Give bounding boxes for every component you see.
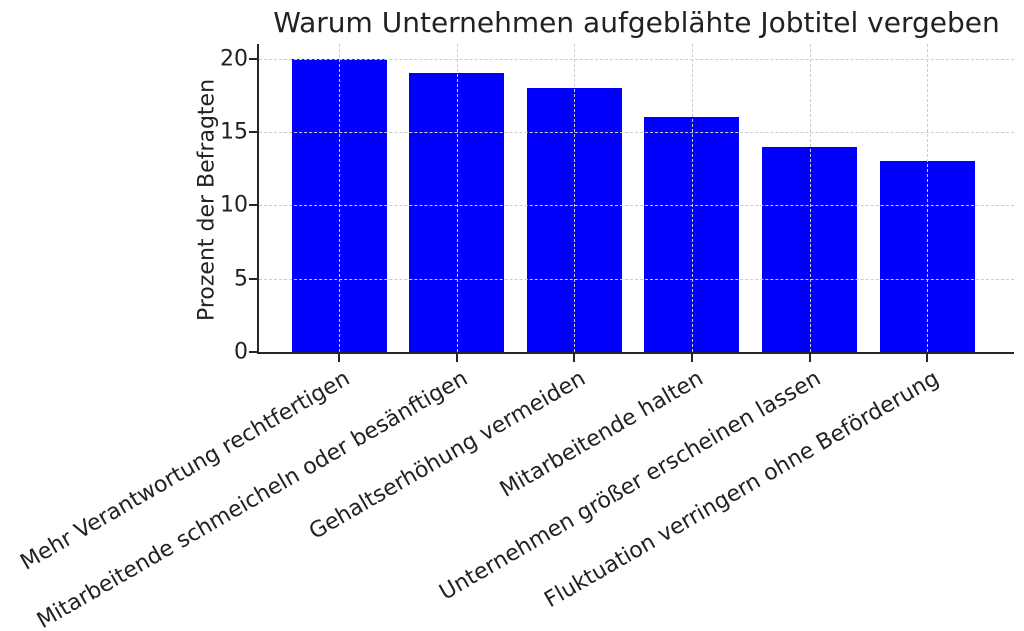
x-gridline: [809, 44, 811, 352]
y-gridline: [259, 58, 1014, 60]
y-tick-mark: [249, 57, 257, 60]
x-gridline: [456, 44, 458, 352]
y-gridline: [259, 132, 1014, 133]
y-tick-mark: [249, 204, 257, 207]
y-tick-label: 15: [220, 119, 248, 145]
chart-title: Warum Unternehmen aufgeblähte Jobtitel v…: [273, 6, 1000, 39]
y-tick-mark: [249, 131, 257, 133]
x-tick-mark: [926, 354, 929, 362]
x-gridline: [691, 44, 693, 352]
x-axis-spine: [257, 352, 1014, 354]
x-tick-label: Mitarbeitende halten: [495, 366, 708, 503]
y-tick-label: 0: [234, 339, 248, 365]
x-tick-mark: [808, 354, 811, 362]
x-tick-mark: [338, 354, 340, 362]
x-gridline: [574, 44, 576, 352]
x-tick-label: Mitarbeitende schmeicheln oder besänftig…: [33, 366, 473, 631]
y-tick-label: 5: [234, 266, 248, 292]
plot-area: [259, 44, 1014, 352]
x-tick-mark: [573, 354, 576, 362]
y-tick-label: 20: [220, 46, 248, 72]
y-axis-spine: [257, 44, 259, 354]
y-tick-mark: [249, 277, 257, 280]
y-axis-label: Prozent der Befragten: [194, 78, 220, 322]
y-tick-label: 10: [220, 192, 248, 218]
y-tick-mark: [249, 351, 257, 353]
y-gridline: [259, 205, 1014, 207]
x-tick-mark: [690, 354, 693, 362]
y-gridline: [259, 278, 1014, 280]
x-tick-mark: [455, 354, 458, 362]
x-gridline: [927, 44, 929, 352]
x-gridline: [339, 44, 340, 352]
